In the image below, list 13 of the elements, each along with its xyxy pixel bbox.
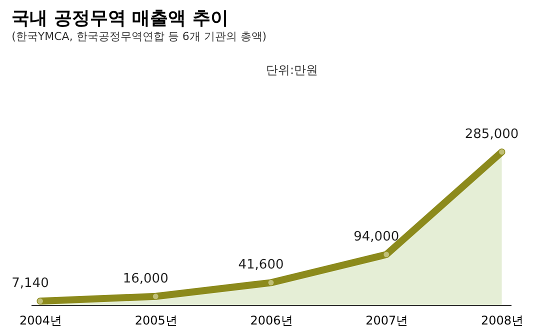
x-tick-label: 2007년 xyxy=(366,314,408,328)
x-tick-label: 2005년 xyxy=(134,314,178,328)
data-label: 94,000 xyxy=(354,230,400,245)
chart-title: 국내 공정무역 매출액 추이 xyxy=(12,8,228,29)
x-tick-label: 2004년 xyxy=(19,314,62,328)
data-label: 285,000 xyxy=(464,127,519,142)
x-tick-label: 2008년 xyxy=(480,314,524,328)
data-label: 16,000 xyxy=(122,271,168,286)
data-label: 7,140 xyxy=(12,276,49,292)
chart-subtitle: (한국YMCA, 한국공정무역연합 등 6개 기관의 총액) xyxy=(12,30,267,43)
text: 단위:만원 xyxy=(266,63,318,77)
x-tick-label: 2006년 xyxy=(250,314,293,328)
data-label: 41,600 xyxy=(238,258,284,273)
